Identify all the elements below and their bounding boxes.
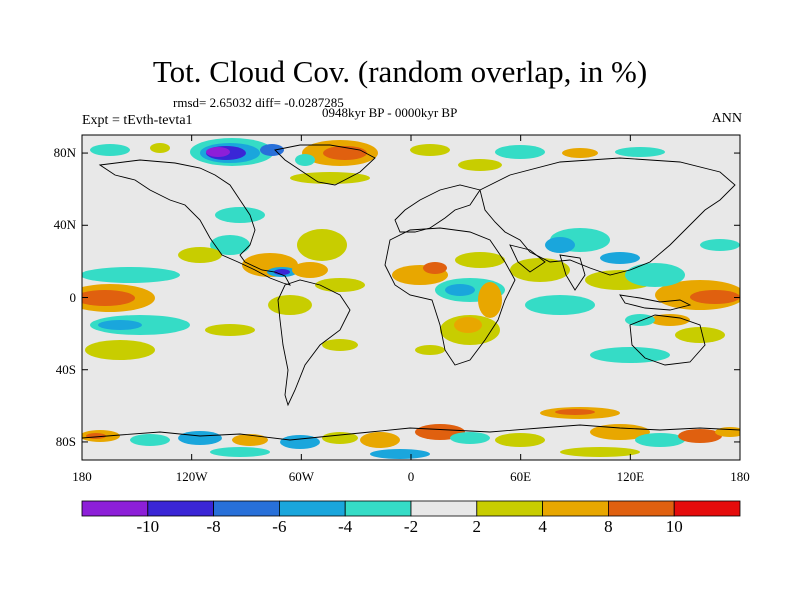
colorbar-swatch: [673, 500, 741, 517]
colorbar-swatch: [410, 500, 478, 517]
colorbar-tick-label: -8: [206, 517, 221, 536]
map-title: Tot. Cloud Cov. (random overlap, in %): [152, 54, 648, 89]
lon-tick-label: 180: [730, 469, 750, 484]
experiment-label: Expt = tEvth-tevta1: [82, 113, 193, 128]
colorbar-tick-label: 8: [604, 517, 613, 536]
colorbar-tick-label: 4: [538, 517, 547, 536]
colorbar-tick-label: -10: [136, 517, 160, 536]
season-label: ANN: [711, 111, 742, 126]
colorbar-tick-label: -2: [403, 517, 419, 536]
colorbar-swatch: [81, 500, 149, 517]
colorbar-tick-label: -6: [272, 517, 287, 536]
colorbar-tick-label: 2: [472, 517, 482, 536]
lat-tick-label: 40N: [53, 217, 76, 233]
lon-tick-label: 60E: [510, 469, 532, 484]
period-label: 0948kyr BP - 0000kyr BP: [322, 105, 458, 120]
lat-tick-label: 0: [69, 289, 77, 305]
colorbar-tick-label: 10: [665, 517, 683, 536]
lat-tick-label: 80N: [53, 145, 76, 161]
colorbar-swatch: [278, 500, 346, 517]
lat-tick-label: 40S: [55, 361, 76, 377]
lon-tick-label: 180: [72, 469, 92, 484]
stats-label: rmsd= 2.65032 diff= -0.0287285: [173, 95, 344, 110]
colorbar-swatch: [608, 500, 675, 517]
map-background: [82, 135, 740, 460]
lat-tick-label: 80S: [55, 433, 76, 449]
coastlines: [82, 144, 740, 441]
lon-tick-label: 60W: [288, 469, 314, 484]
lon-tick-label: 0: [407, 469, 415, 484]
lon-tick-label: 120W: [175, 469, 208, 484]
colorbar-swatch: [147, 500, 215, 517]
colorbar-swatch: [213, 500, 280, 517]
colorbar-swatch: [344, 500, 412, 517]
lon-tick-label: 120E: [616, 469, 645, 484]
colorbar-swatch: [476, 500, 543, 517]
colorbar-tick-label: -4: [338, 517, 353, 536]
axis-ticks: [81, 135, 741, 460]
colorbar-swatch: [542, 500, 609, 517]
